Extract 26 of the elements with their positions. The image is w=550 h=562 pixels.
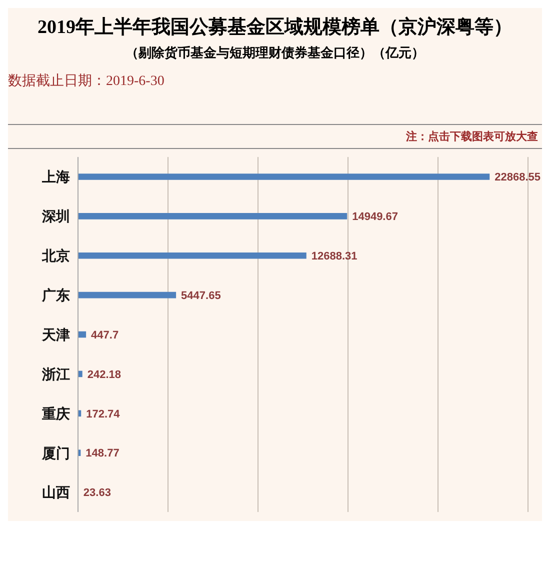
text: 注：点击下载图表可放大查: [405, 130, 539, 145]
bar: [78, 292, 176, 298]
y-tick-label: 山西: [42, 485, 70, 502]
chart-subtitle: （剔除货币基金与短期理财债券基金口径）（亿元）: [124, 44, 426, 62]
text: 数据截止日期：2019-6-30: [8, 72, 166, 90]
data-label: 14949.67: [352, 211, 398, 224]
data-label: 12688.31: [311, 250, 358, 263]
data-label: 447.7: [91, 329, 119, 342]
data-label: 148.77: [86, 448, 120, 460]
data-label: 172.74: [86, 408, 121, 420]
bar: [78, 213, 348, 220]
y-tick-label: 重庆: [41, 405, 70, 422]
y-tick-label: 天津: [41, 327, 70, 344]
y-tick-label: 北京: [41, 248, 70, 265]
data-label: 23.63: [83, 487, 111, 500]
data-label: 22868.55: [494, 172, 541, 184]
data-label: 242.18: [87, 368, 122, 381]
y-tick-label: 广东: [41, 287, 70, 304]
y-tick-label: 深圳: [41, 209, 70, 226]
chart-title: 2019年上半年我国公募基金区域规模榜单（京沪深粤等）: [36, 15, 514, 40]
bar: [78, 174, 490, 180]
data-label: 5447.65: [181, 290, 221, 302]
bar: [78, 252, 306, 259]
y-tick-label: 厦门: [41, 444, 70, 462]
y-tick-label: 浙江: [41, 366, 70, 383]
y-tick-label: 上海: [41, 170, 70, 186]
